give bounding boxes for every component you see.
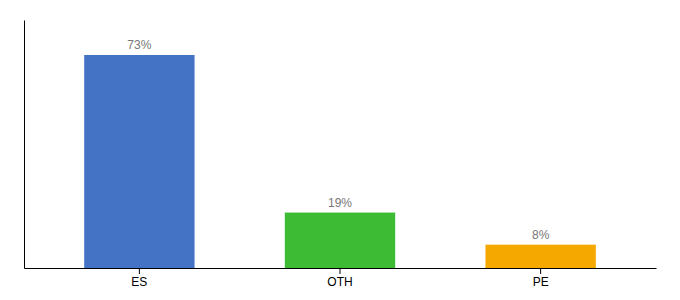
data-label: 8% <box>532 228 550 242</box>
x-tick-label: ES <box>131 275 147 289</box>
bar <box>84 55 194 268</box>
bar <box>285 213 395 268</box>
data-label: 19% <box>328 196 352 210</box>
data-label: 73% <box>127 38 151 52</box>
x-tick-mark <box>540 268 541 274</box>
bars <box>84 55 596 268</box>
x-tick-mark <box>139 268 140 274</box>
x-tick: OTH <box>327 268 352 289</box>
y-axis <box>24 21 25 269</box>
bar <box>485 245 595 268</box>
chart-container: 73% 19% 8% ES OTH PE <box>0 0 680 300</box>
x-tick-label: PE <box>533 275 549 289</box>
y-axis-line <box>24 21 25 269</box>
x-tick: PE <box>533 268 549 289</box>
x-tick-label: OTH <box>327 275 352 289</box>
data-labels: 73% 19% 8% <box>127 38 549 242</box>
x-axis: ES OTH PE <box>25 268 657 289</box>
x-tick-mark <box>340 268 341 274</box>
chart: 73% 19% 8% ES OTH PE <box>0 0 680 300</box>
plot-area: 73% 19% 8% ES OTH PE <box>25 21 657 289</box>
x-tick: ES <box>131 268 147 289</box>
